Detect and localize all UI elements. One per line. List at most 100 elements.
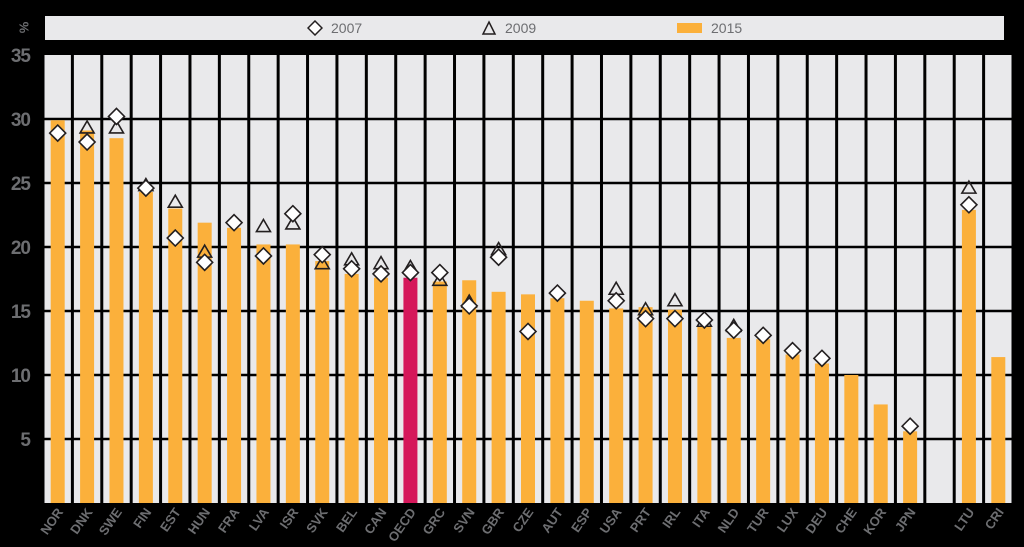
legend-item-2009: 2009 bbox=[481, 16, 536, 40]
triangle-marker-icon bbox=[255, 217, 272, 233]
diamond-marker-icon bbox=[665, 309, 685, 328]
x-tick-label: OECD bbox=[385, 505, 419, 544]
triangle-marker-icon bbox=[666, 292, 684, 307]
diamond-marker-icon bbox=[724, 321, 743, 340]
diamond-marker-icon bbox=[77, 132, 97, 152]
diamond-marker-icon bbox=[695, 310, 714, 330]
triangle-marker-icon bbox=[313, 255, 331, 270]
diamond-marker-icon bbox=[342, 259, 361, 278]
diamond-marker-icon bbox=[283, 204, 302, 223]
bar-prt bbox=[638, 307, 653, 503]
bar-jpn bbox=[903, 431, 918, 503]
x-axis-labels: NOR DNK SWE FIN EST HUN FRA LVA ISR SVK BEL CANOECD… bbox=[37, 505, 1006, 545]
diamond-marker-icon bbox=[48, 123, 67, 143]
diamond-marker-icon bbox=[307, 20, 323, 36]
x-tick-label: JPN bbox=[892, 505, 919, 534]
bar-grc bbox=[432, 281, 447, 503]
bar-nor bbox=[50, 120, 65, 503]
diamond-marker-icon bbox=[754, 326, 773, 345]
x-tick-label: NOR bbox=[37, 505, 66, 538]
x-tick-label: FIN bbox=[130, 505, 154, 531]
x-tick-label: DNK bbox=[67, 505, 96, 537]
bar-gbr bbox=[491, 291, 506, 503]
diamond-marker-icon bbox=[959, 195, 979, 214]
triangle-marker-icon bbox=[284, 215, 302, 230]
diamond-marker-icon bbox=[900, 417, 920, 436]
diamond-marker-icon bbox=[460, 296, 479, 316]
plot-cell bbox=[926, 55, 953, 503]
diamond-marker-icon bbox=[607, 291, 626, 310]
x-tick-label: BEL bbox=[333, 505, 360, 535]
bar-isr bbox=[285, 244, 300, 503]
bar-swe bbox=[109, 138, 124, 503]
x-tick-label: AUT bbox=[538, 505, 566, 536]
bar-lva bbox=[256, 244, 271, 503]
bar-fin bbox=[138, 191, 153, 503]
bar-deu bbox=[814, 363, 829, 503]
diamond-marker-icon bbox=[313, 245, 332, 264]
bar-dnk bbox=[80, 130, 95, 503]
bar-esp bbox=[579, 300, 594, 503]
legend-label-2015: 2015 bbox=[711, 20, 743, 36]
diamond-marker-icon bbox=[783, 341, 802, 360]
x-tick-label: CRI bbox=[982, 505, 1007, 532]
bar-kor bbox=[873, 404, 888, 503]
y-tick-label: 25 bbox=[11, 174, 32, 195]
y-tick-label: 30 bbox=[11, 110, 31, 131]
x-tick-label: CAN bbox=[361, 505, 389, 537]
x-tick-label: PRT bbox=[627, 505, 654, 535]
bar-aut bbox=[550, 298, 565, 503]
x-tick-label: SVK bbox=[303, 505, 331, 536]
x-tick-label: LVA bbox=[246, 505, 272, 534]
x-tick-label: SVN bbox=[450, 505, 478, 536]
x-tick-label: IRL bbox=[659, 505, 683, 531]
diamond-marker-icon bbox=[548, 283, 567, 303]
bar-bel bbox=[344, 273, 359, 503]
y-tick-label: 10 bbox=[11, 366, 31, 387]
y-tick-label: 5 bbox=[20, 430, 31, 451]
y-axis-unit-label: % bbox=[16, 21, 32, 34]
x-tick-label: CHE bbox=[832, 505, 860, 536]
diamond-marker-icon bbox=[371, 264, 391, 284]
y-axis-ticks: 35 30 25 20 15 10 5 bbox=[11, 46, 33, 451]
y-tick-label: 35 bbox=[11, 46, 32, 67]
bar-nld bbox=[726, 337, 741, 503]
bar-oecd bbox=[403, 277, 418, 503]
bar-svn bbox=[462, 280, 477, 503]
diamond-marker-icon bbox=[812, 349, 832, 368]
triangle-marker-icon bbox=[108, 119, 125, 134]
bar-swatch-icon bbox=[677, 23, 702, 33]
x-tick-label: NLD bbox=[715, 505, 743, 535]
bar-est bbox=[168, 208, 183, 503]
x-tick-label: TUR bbox=[744, 505, 772, 536]
x-tick-label: FRA bbox=[215, 505, 243, 536]
y-tick-label: 15 bbox=[11, 302, 32, 323]
diamond-marker-icon bbox=[254, 246, 273, 266]
diamond-marker-icon bbox=[224, 213, 244, 232]
markers-2007 bbox=[48, 107, 979, 436]
diamond-marker-icon bbox=[636, 309, 655, 328]
diamond-marker-icon bbox=[518, 322, 538, 341]
x-tick-label: USA bbox=[597, 505, 625, 537]
bar-tur bbox=[756, 339, 771, 503]
bar-hun bbox=[197, 222, 212, 503]
legend-item-2007: 2007 bbox=[307, 16, 362, 40]
diamond-marker-icon bbox=[166, 228, 185, 248]
x-tick-label: KOR bbox=[860, 505, 889, 538]
legend-label-2009: 2009 bbox=[505, 20, 537, 36]
x-tick-label: LUX bbox=[774, 505, 801, 535]
x-tick-label: ESP bbox=[568, 505, 595, 535]
x-tick-label: EST bbox=[157, 505, 184, 534]
legend: 2007 2009 2015 bbox=[45, 16, 1004, 40]
bars-2015 bbox=[50, 120, 1006, 504]
bar-can bbox=[374, 277, 389, 503]
legend-item-2015: 2015 bbox=[677, 16, 742, 40]
bar-cri bbox=[991, 357, 1006, 503]
triangle-marker-icon bbox=[960, 179, 978, 194]
triangle-marker-icon bbox=[166, 193, 184, 208]
diamond-marker-icon bbox=[401, 263, 420, 282]
bar-ltu bbox=[961, 209, 976, 503]
y-tick-label: 20 bbox=[11, 238, 31, 259]
x-tick-label: GRC bbox=[419, 505, 448, 538]
